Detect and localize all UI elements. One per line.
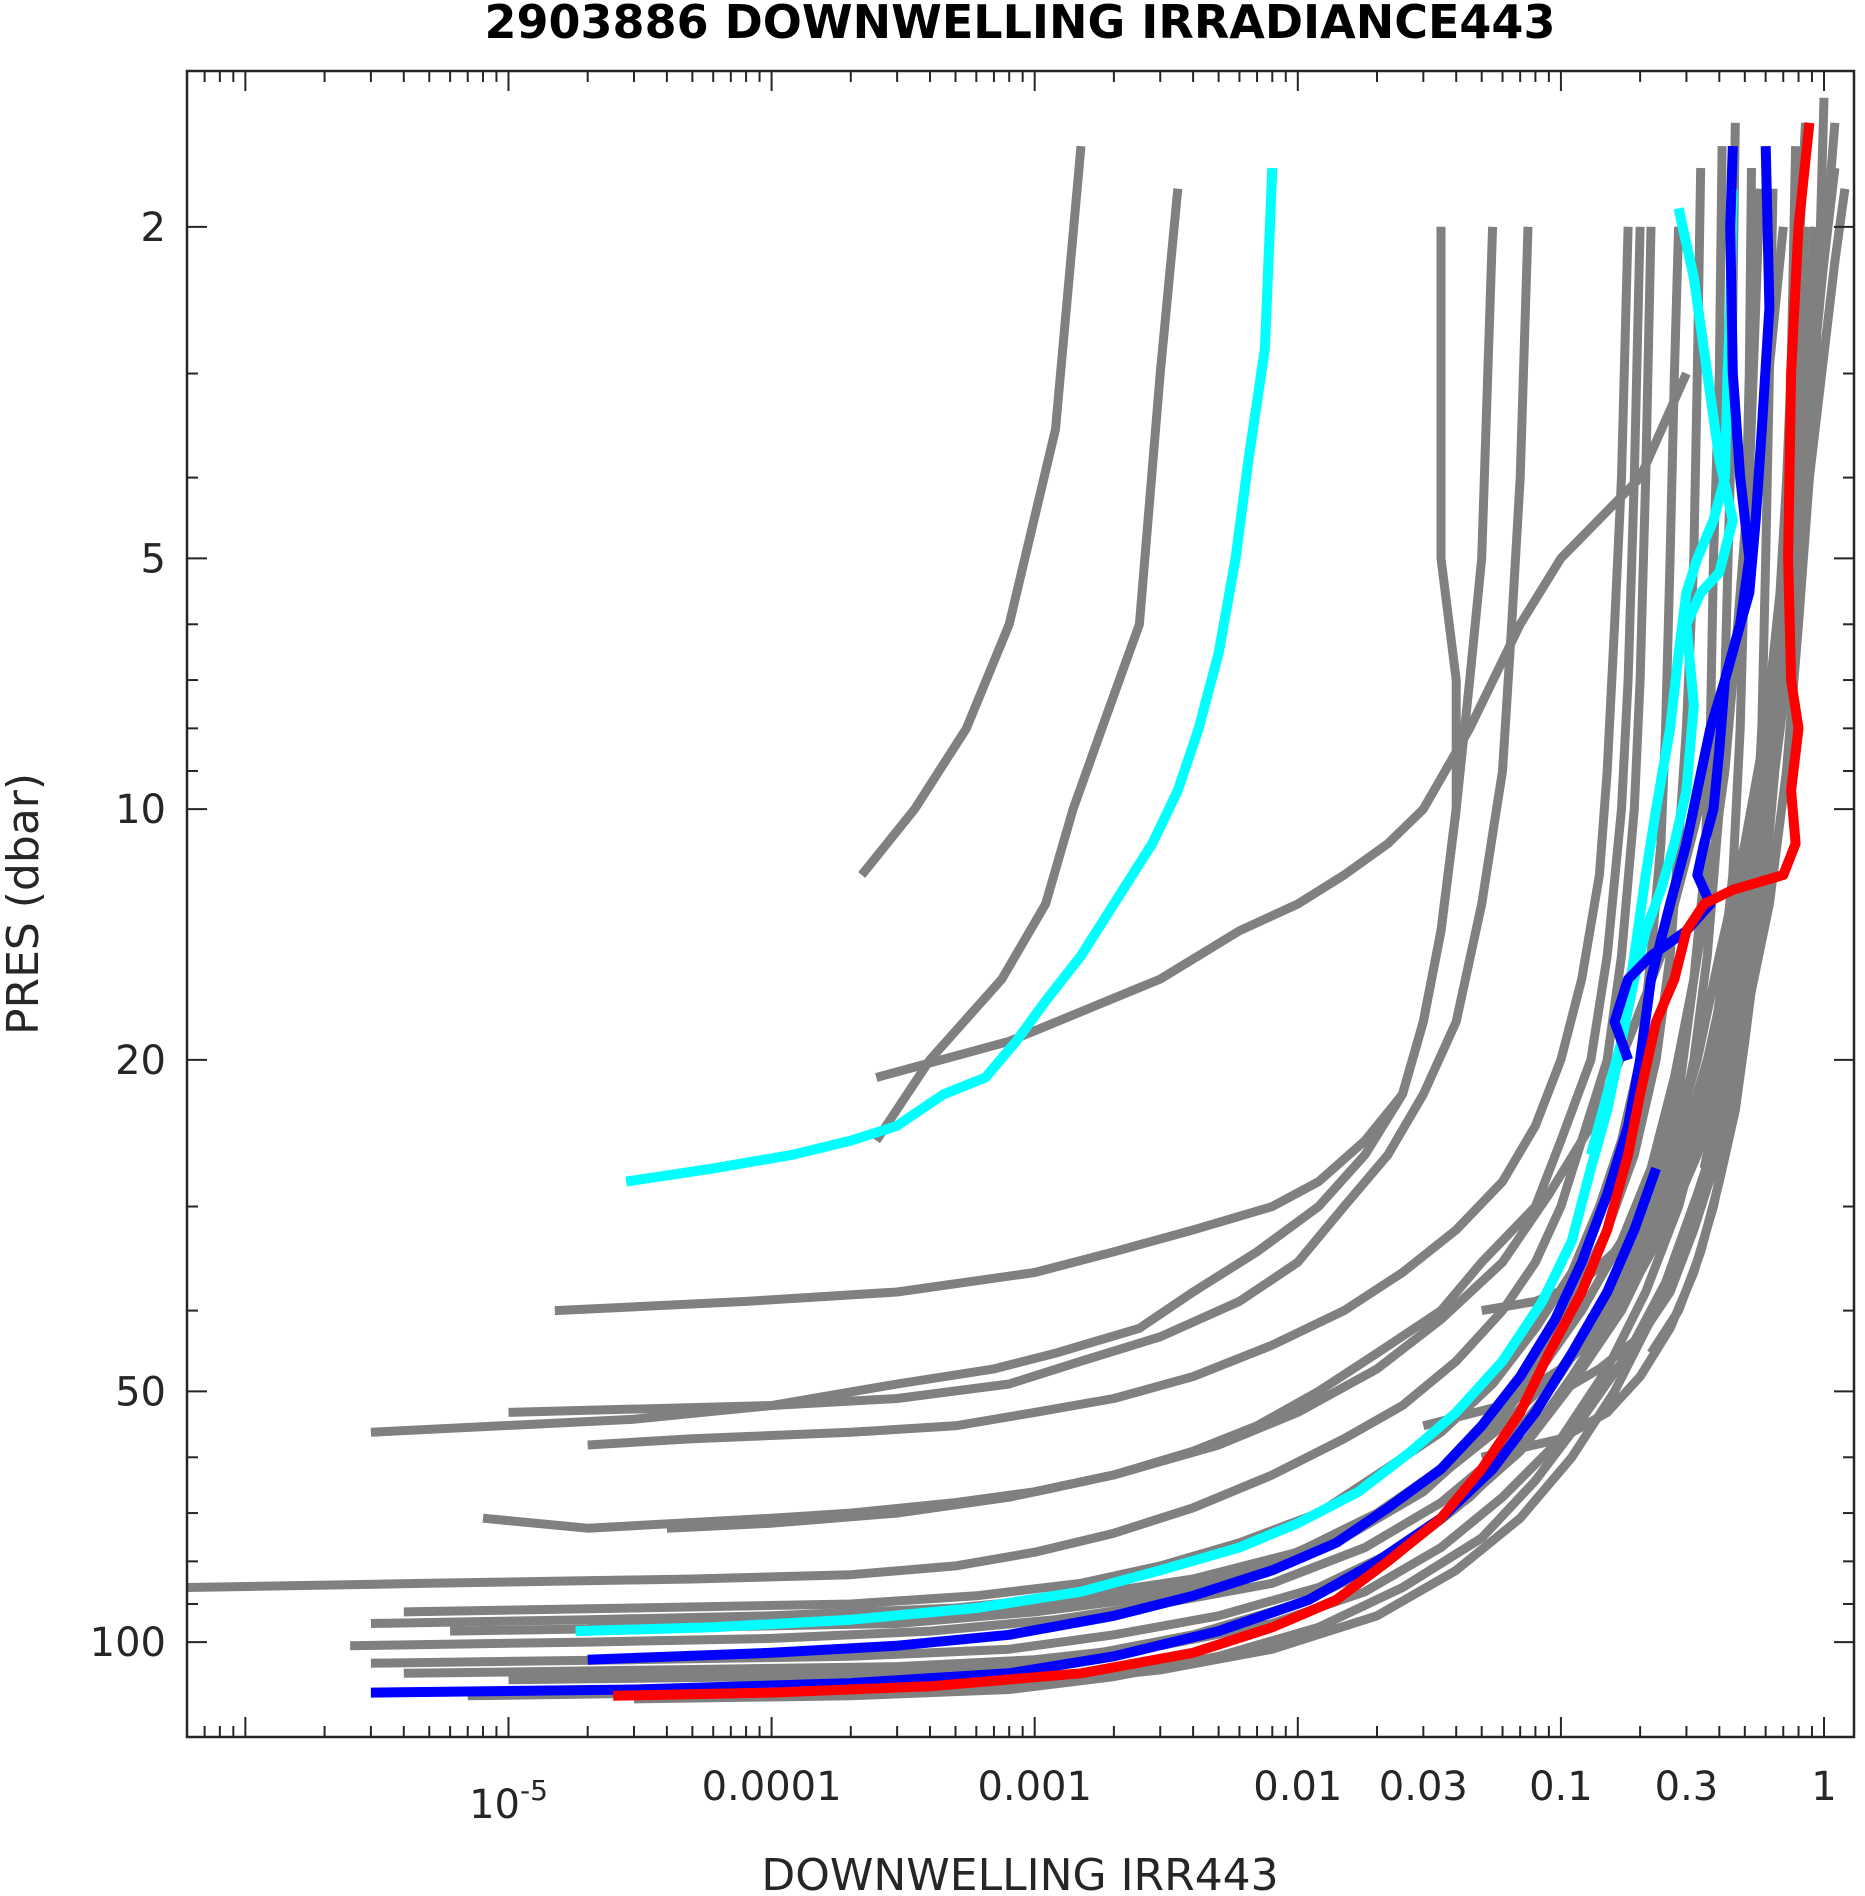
y-tick-label: 2	[141, 205, 166, 251]
y-tick-label: 100	[90, 1620, 166, 1666]
y-tick-label: 10	[115, 787, 166, 833]
grey-series-line-16	[508, 146, 1801, 1685]
y-tick-label: 20	[115, 1038, 166, 1084]
red-series-line-6	[613, 122, 1815, 1701]
chart-title: 2903886 DOWNWELLING IRRADIANCE443	[485, 0, 1556, 49]
tick-layer	[186, 71, 1854, 1737]
cyan-series-line-0	[625, 167, 1278, 1187]
x-tick-label-exponent: -5	[520, 1774, 548, 1807]
grey-series-line-6	[587, 226, 1633, 1450]
grey-series-line-1	[872, 188, 1183, 1144]
x-tick-label: 0.0001	[702, 1764, 842, 1810]
grey-series-line-4	[370, 226, 1461, 1437]
grey-series-line-8	[187, 226, 1656, 1592]
x-tick-label: 0.1	[1529, 1764, 1593, 1810]
blue-series-line-5	[1609, 145, 1775, 1062]
x-tick-label: 10-5	[469, 1774, 548, 1828]
x-tick-label: 0.01	[1253, 1764, 1342, 1810]
grey-series-line-5	[508, 226, 1533, 1417]
x-tick-label: 0.001	[977, 1764, 1092, 1810]
blue-series-line-4	[370, 1166, 1661, 1698]
grey-series-line-7	[482, 226, 1645, 1533]
grey-series-line-2	[875, 371, 1691, 1082]
cyan-series-line-1	[575, 188, 1738, 1637]
grey-series-line-24	[1480, 188, 1829, 1462]
x-tick-label: 0.03	[1379, 1764, 1468, 1810]
plot-frame	[185, 69, 1856, 1739]
tick-label-layer: 10-5 0.0001 0.001 0.01 0.03 0.1 0.3 1 2 5 10 20 50 10…	[90, 205, 1837, 1828]
x-tick-label: 1	[1811, 1764, 1836, 1810]
grey-series-line-0	[858, 145, 1086, 878]
y-tick-label: 5	[141, 536, 166, 582]
series-layer	[187, 97, 1850, 1704]
y-axis-label: PRES (dbar)	[0, 773, 49, 1035]
x-axis-label: DOWNWELLING IRR443	[761, 1850, 1278, 1896]
grey-series-line-3	[554, 226, 1498, 1316]
y-tick-label: 50	[115, 1369, 166, 1415]
x-tick-label: 0.3	[1655, 1764, 1719, 1810]
cyan-series-line-2	[1586, 207, 1738, 1157]
